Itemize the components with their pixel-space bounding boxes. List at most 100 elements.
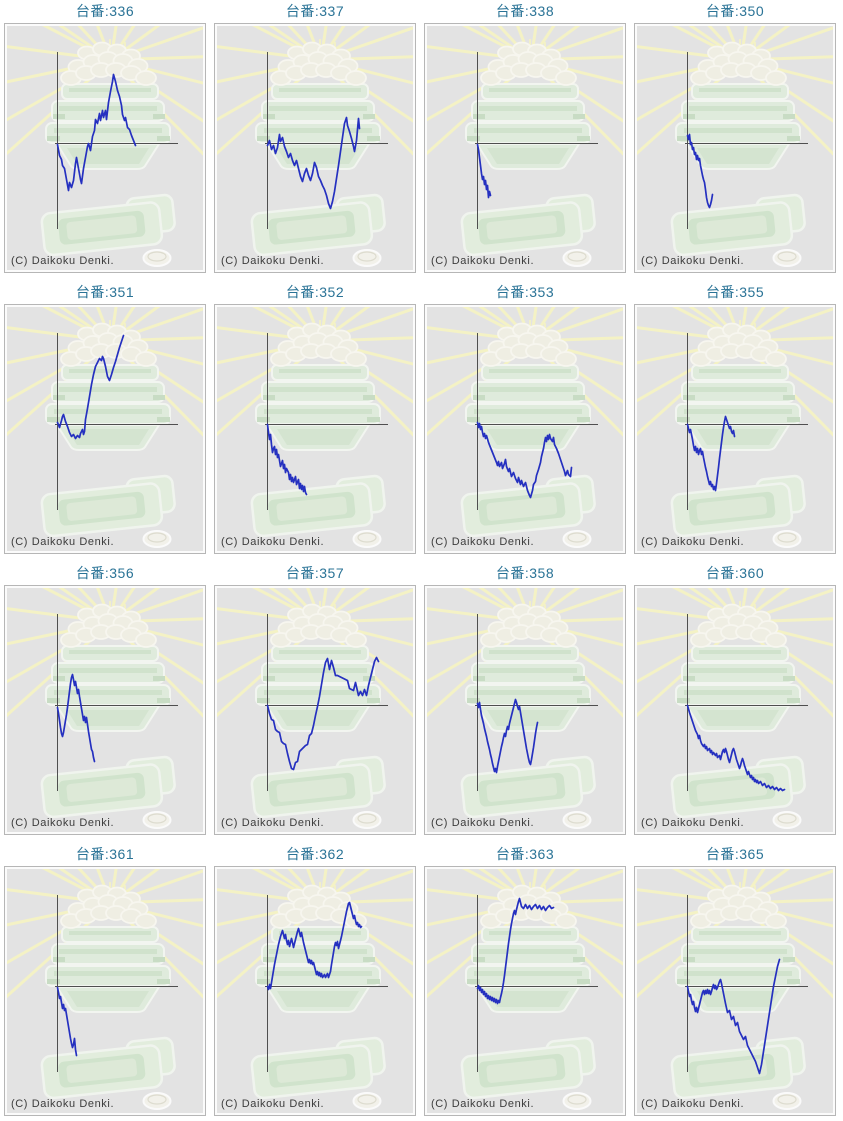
chart-panel-inner: (C) Daikoku Denki. <box>637 307 833 551</box>
slump-graph <box>265 333 388 510</box>
machine-number-title[interactable]: 台番:350 <box>705 3 765 19</box>
machine-number-title[interactable]: 台番:365 <box>705 846 765 862</box>
machine-chart-cell: 台番:350 (C) Daikoku Denki. <box>634 1 836 273</box>
machine-chart-cell: 台番:338 (C) Daikoku Denki. <box>424 1 626 273</box>
chart-panel: (C) Daikoku Denki. <box>4 304 206 554</box>
machine-chart-cell: 台番:353 (C) Daikoku Denki. <box>424 282 626 554</box>
chart-panel-inner: (C) Daikoku Denki. <box>217 588 413 832</box>
chart-panel: (C) Daikoku Denki. <box>634 866 836 1116</box>
sparkline <box>56 986 78 1057</box>
copyright-label: (C) Daikoku Denki. <box>431 536 535 548</box>
machine-number-title[interactable]: 台番:360 <box>705 565 765 581</box>
chart-panel-inner: (C) Daikoku Denki. <box>637 588 833 832</box>
chart-panel-inner: (C) Daikoku Denki. <box>7 588 203 832</box>
chart-panel: (C) Daikoku Denki. <box>634 23 836 273</box>
chart-panel: (C) Daikoku Denki. <box>214 585 416 835</box>
copyright-label: (C) Daikoku Denki. <box>221 1098 325 1110</box>
chart-panel-inner: (C) Daikoku Denki. <box>217 307 413 551</box>
chart-panel: (C) Daikoku Denki. <box>634 585 836 835</box>
sparkline <box>266 423 308 496</box>
machine-chart-cell: 台番:352 (C) Daikoku Denki. <box>214 282 416 554</box>
copyright-label: (C) Daikoku Denki. <box>221 536 325 548</box>
machine-chart-cell: 台番:337 (C) Daikoku Denki. <box>214 1 416 273</box>
chart-panel-inner: (C) Daikoku Denki. <box>637 869 833 1113</box>
slump-graph <box>265 52 388 229</box>
machine-number-title[interactable]: 台番:361 <box>75 846 135 862</box>
machine-chart-cell: 台番:365 (C) Daikoku Denki. <box>634 844 836 1116</box>
machine-chart-cell: 台番:336 (C) Daikoku Denki. <box>4 1 206 273</box>
copyright-label: (C) Daikoku Denki. <box>641 817 745 829</box>
machine-number-title[interactable]: 台番:353 <box>495 284 555 300</box>
copyright-label: (C) Daikoku Denki. <box>11 255 115 267</box>
chart-panel: (C) Daikoku Denki. <box>4 23 206 273</box>
chart-panel: (C) Daikoku Denki. <box>4 585 206 835</box>
chart-panel-inner: (C) Daikoku Denki. <box>7 26 203 270</box>
machine-chart-cell: 台番:362 (C) Daikoku Denki. <box>214 844 416 1116</box>
copyright-label: (C) Daikoku Denki. <box>221 817 325 829</box>
slump-graph <box>685 333 808 510</box>
chart-panel-inner: (C) Daikoku Denki. <box>427 588 623 832</box>
machine-number-title[interactable]: 台番:363 <box>495 846 555 862</box>
machine-chart-cell: 台番:355 (C) Daikoku Denki. <box>634 282 836 554</box>
chart-panel: (C) Daikoku Denki. <box>424 866 626 1116</box>
slump-graph <box>685 52 808 229</box>
copyright-label: (C) Daikoku Denki. <box>431 817 535 829</box>
machine-number-title[interactable]: 台番:355 <box>705 284 765 300</box>
chart-panel: (C) Daikoku Denki. <box>214 304 416 554</box>
sparkline <box>686 704 786 792</box>
machine-chart-cell: 台番:363 (C) Daikoku Denki. <box>424 844 626 1116</box>
sparkline <box>56 73 137 192</box>
machine-number-title[interactable]: 台番:338 <box>495 3 555 19</box>
copyright-label: (C) Daikoku Denki. <box>11 817 115 829</box>
copyright-label: (C) Daikoku Denki. <box>641 536 745 548</box>
sparkline <box>476 897 555 1005</box>
machine-number-title[interactable]: 台番:362 <box>285 846 345 862</box>
slump-graph <box>55 333 178 510</box>
slump-graph <box>475 52 598 229</box>
chart-panel: (C) Daikoku Denki. <box>424 304 626 554</box>
slump-graph <box>475 333 598 510</box>
machine-chart-cell: 台番:356 (C) Daikoku Denki. <box>4 563 206 835</box>
machine-number-title[interactable]: 台番:336 <box>75 3 135 19</box>
chart-panel: (C) Daikoku Denki. <box>634 304 836 554</box>
sparkline <box>476 421 573 499</box>
chart-panel-inner: (C) Daikoku Denki. <box>217 26 413 270</box>
chart-panel: (C) Daikoku Denki. <box>214 866 416 1116</box>
chart-panel: (C) Daikoku Denki. <box>214 23 416 273</box>
chart-panel-inner: (C) Daikoku Denki. <box>7 869 203 1113</box>
copyright-label: (C) Daikoku Denki. <box>431 255 535 267</box>
copyright-label: (C) Daikoku Denki. <box>11 536 115 548</box>
machine-number-title[interactable]: 台番:351 <box>75 284 135 300</box>
sparkline <box>56 673 96 763</box>
slump-graph <box>265 614 388 791</box>
slump-graph <box>685 895 808 1075</box>
chart-panel-inner: (C) Daikoku Denki. <box>637 26 833 270</box>
sparkline <box>686 133 714 209</box>
machine-number-title[interactable]: 台番:352 <box>285 284 345 300</box>
slump-graph <box>475 895 598 1072</box>
machine-number-title[interactable]: 台番:357 <box>285 565 345 581</box>
sparkline <box>476 698 539 774</box>
copyright-label: (C) Daikoku Denki. <box>11 1098 115 1110</box>
sparkline <box>686 958 781 1075</box>
sparkline <box>266 656 380 771</box>
sparkline <box>56 334 125 440</box>
slump-graph <box>265 895 388 1072</box>
chart-panel: (C) Daikoku Denki. <box>424 23 626 273</box>
machine-chart-cell: 台番:361 (C) Daikoku Denki. <box>4 844 206 1116</box>
chart-panel-inner: (C) Daikoku Denki. <box>427 307 623 551</box>
machine-chart-cell: 台番:357 (C) Daikoku Denki. <box>214 563 416 835</box>
chart-panel-inner: (C) Daikoku Denki. <box>7 307 203 551</box>
machine-number-title[interactable]: 台番:356 <box>75 565 135 581</box>
machine-number-title[interactable]: 台番:337 <box>285 3 345 19</box>
machine-chart-cell: 台番:351 (C) Daikoku Denki. <box>4 282 206 554</box>
machine-number-title[interactable]: 台番:358 <box>495 565 555 581</box>
slump-graph <box>55 614 178 791</box>
slump-graph <box>55 895 178 1072</box>
machine-chart-cell: 台番:358 (C) Daikoku Denki. <box>424 563 626 835</box>
copyright-label: (C) Daikoku Denki. <box>641 255 745 267</box>
copyright-label: (C) Daikoku Denki. <box>221 255 325 267</box>
sparkline <box>476 143 492 199</box>
chart-panel-inner: (C) Daikoku Denki. <box>427 26 623 270</box>
